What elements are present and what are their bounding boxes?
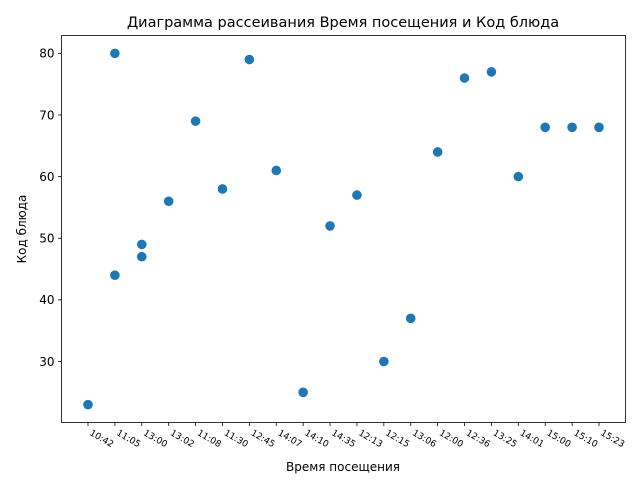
scatter-point [594, 122, 604, 133]
x-tick-label: 13:25 [491, 428, 518, 450]
x-tick-label: 13:02 [168, 428, 195, 450]
scatter-point [190, 116, 201, 126]
y-tick-label: 60 [39, 170, 54, 184]
scatter-point [271, 165, 282, 176]
scatter-point [405, 313, 416, 324]
x-tick-label: 15:00 [545, 428, 573, 450]
scatter-point [540, 122, 551, 133]
x-tick-label: 12:00 [437, 428, 465, 450]
x-axis-label: Время посещения [286, 460, 400, 474]
scatter-point [325, 221, 335, 231]
y-axis: 30 40 50 60 70 80 [39, 47, 62, 369]
x-tick-label: 11:08 [195, 428, 223, 450]
x-tick-label: 15:23 [599, 428, 626, 450]
x-axis: 10:42 11:05 13:00 13:02 11:08 11:30 12:45 14:07… [88, 422, 626, 450]
x-tick-label: 12:15 [383, 428, 410, 450]
y-tick-label: 40 [39, 293, 54, 307]
scatter-point [298, 387, 308, 398]
x-tick-label: 11:05 [114, 428, 141, 450]
scatter-point [110, 48, 120, 59]
x-tick-label: 14:07 [276, 428, 303, 450]
y-tick-label: 70 [39, 108, 54, 122]
x-tick-label: 13:06 [410, 428, 438, 450]
scatter-point [352, 190, 362, 200]
x-tick-label: 12:36 [464, 428, 492, 450]
scatter-point [244, 54, 255, 65]
plot-area [61, 35, 626, 423]
x-tick-label: 15:10 [572, 428, 600, 450]
y-tick-label: 50 [39, 232, 54, 246]
scatter-point [432, 147, 443, 157]
scatter-point [486, 67, 497, 77]
y-tick-label: 80 [39, 47, 54, 61]
scatter-point [459, 73, 470, 83]
scatter-point [217, 184, 228, 194]
chart-title: Диаграмма рассеивания Время посещения и … [127, 15, 559, 31]
x-tick-label: 12:45 [249, 428, 276, 450]
x-tick-label: 10:42 [88, 428, 115, 450]
scatter-point [110, 270, 120, 281]
x-tick-label: 13:00 [141, 428, 169, 450]
y-tick-label: 30 [39, 355, 54, 369]
scatter-point [513, 171, 524, 182]
x-tick-label: 11:30 [222, 428, 250, 450]
x-tick-label: 14:35 [330, 428, 357, 450]
scatter-point [136, 239, 147, 250]
x-tick-label: 14:10 [303, 428, 331, 450]
scatter-point [567, 122, 577, 133]
scatter-point [136, 251, 147, 262]
scatter-point [379, 356, 389, 367]
scatter-point [163, 196, 174, 207]
scatter-point [83, 399, 93, 410]
x-tick-label: 14:01 [518, 428, 545, 450]
x-tick-label: 12:13 [356, 428, 383, 450]
scatter-points [83, 48, 604, 410]
y-axis-label: Код блюда [15, 195, 29, 264]
